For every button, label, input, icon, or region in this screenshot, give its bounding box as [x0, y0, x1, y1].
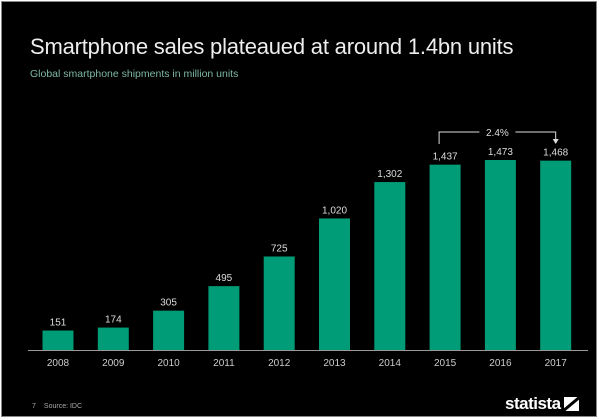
- chart-title: Smartphone sales plateaued at around 1.4…: [30, 34, 514, 59]
- data-label: 495: [216, 273, 233, 284]
- annotation-bracket: [438, 131, 557, 144]
- bar-2010: [153, 310, 185, 350]
- bar-2016: [484, 160, 516, 350]
- data-label: 151: [50, 318, 67, 329]
- footer: 7 Source: IDC: [32, 403, 90, 410]
- statista-logo-icon: [563, 397, 579, 411]
- x-tick-label: 2010: [157, 358, 180, 369]
- source-note: Source: IDC: [43, 403, 83, 410]
- data-label: 305: [160, 298, 177, 309]
- data-label: 1,302: [377, 169, 402, 180]
- x-tick-label: 2009: [102, 358, 125, 369]
- x-tick-label: 2014: [379, 358, 402, 369]
- bar-2009: [97, 327, 129, 350]
- x-tick-label: 2012: [268, 358, 291, 369]
- x-tick-label: 2017: [545, 358, 568, 369]
- x-tick-label: 2008: [47, 358, 70, 369]
- bar-2008: [42, 330, 74, 350]
- chart-subtitle: Global smartphone shipments in million u…: [30, 68, 239, 80]
- annotation-label: 2.4%: [486, 128, 509, 139]
- x-tick-label: 2013: [323, 358, 346, 369]
- logo-text: statista: [505, 394, 561, 413]
- bar-2012: [263, 256, 295, 350]
- page-number: 7: [32, 403, 36, 410]
- bar-2011: [208, 286, 240, 350]
- x-tick-label: 2011: [213, 358, 235, 369]
- data-label: 1,020: [322, 205, 347, 216]
- data-label: 1,468: [543, 148, 568, 159]
- data-label: 1,437: [433, 152, 458, 163]
- bar-2015: [429, 164, 461, 350]
- bar-2013: [319, 218, 350, 350]
- data-label: 725: [271, 243, 288, 254]
- arrow-down-icon: [552, 139, 559, 144]
- data-label: 1,473: [488, 147, 513, 158]
- x-tick-label: 2015: [434, 358, 457, 369]
- bar-2014: [374, 182, 406, 350]
- data-label: 174: [105, 315, 122, 326]
- x-tick-label: 2016: [489, 358, 512, 369]
- statista-logo: statista: [505, 394, 579, 414]
- bar-2017: [540, 160, 572, 350]
